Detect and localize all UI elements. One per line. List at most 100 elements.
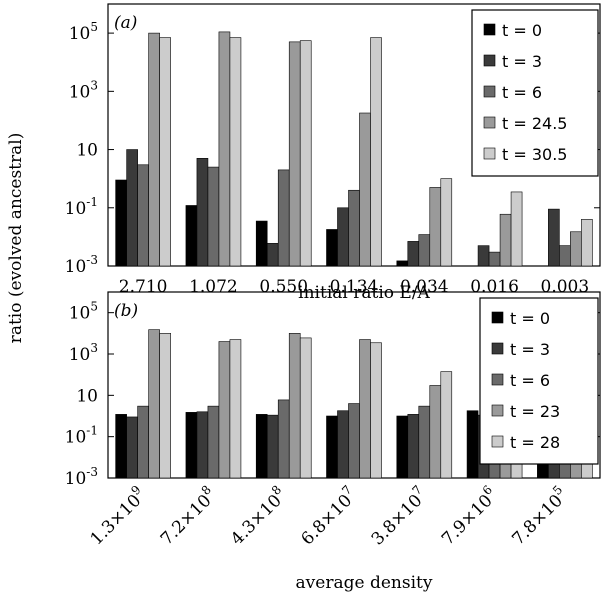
bar	[266, 414, 279, 479]
legend-entry: t = 23	[510, 402, 560, 421]
legend-entry: t = 3	[502, 52, 542, 71]
bar	[370, 37, 382, 267]
y-tick-label: 10-3	[65, 253, 98, 277]
x-axis-title: average density	[296, 573, 433, 593]
bar	[277, 399, 290, 479]
bar	[581, 219, 593, 267]
panel-label: (b)	[114, 301, 138, 321]
x-tick-label: 6.8×107	[295, 483, 362, 550]
x-tick-mantissa: 7.2×10	[157, 491, 216, 550]
y-tick-label: 10-1	[65, 195, 98, 219]
bar	[126, 149, 138, 267]
panel-label: (a)	[114, 13, 137, 33]
x-tick-mantissa: 3.8×10	[368, 491, 427, 550]
legend-swatch	[491, 435, 504, 448]
bar	[477, 245, 490, 267]
bar	[196, 158, 209, 267]
bar	[418, 234, 431, 267]
x-tick-label: 0.003	[541, 277, 590, 297]
y-tick-exponent: 5	[90, 300, 98, 314]
bar	[337, 410, 349, 479]
y-tick-exponent: -3	[86, 253, 98, 267]
bar	[326, 415, 338, 479]
y-tick-base: 10	[65, 257, 87, 277]
x-tick-mantissa: 4.3×10	[227, 491, 286, 550]
bar	[185, 412, 198, 479]
bar	[159, 37, 171, 267]
bar	[207, 405, 220, 479]
y-tick-exponent: -1	[86, 424, 98, 438]
legend: t = 0 t = 3 t = 6 t = 24.5 t = 30.5	[471, 9, 599, 177]
y-tick-exponent: -1	[86, 195, 98, 209]
x-tick-label: 2.710	[119, 277, 168, 297]
legend-entry: t = 3	[510, 340, 550, 359]
bar	[137, 405, 149, 479]
legend-swatch	[491, 404, 504, 417]
bar	[348, 189, 360, 267]
bar	[137, 164, 149, 267]
y-tick-exponent: 3	[90, 78, 98, 92]
x-tick-label: 7.2×108	[154, 483, 221, 550]
bar	[359, 339, 371, 479]
legend-entry: t = 30.5	[502, 145, 567, 164]
bar	[440, 371, 453, 479]
legend-swatch	[483, 147, 496, 160]
bar	[429, 385, 442, 479]
y-tick-label: 105	[69, 300, 98, 324]
x-tick-mantissa: 7.8×10	[508, 491, 567, 550]
bar	[407, 414, 420, 479]
y-tick-label: 10	[76, 141, 98, 161]
bar	[185, 205, 198, 267]
bar	[510, 191, 523, 267]
y-tick-label: 10-1	[65, 424, 98, 448]
legend: t = 0 t = 3 t = 6 t = 23 t = 28	[479, 297, 599, 465]
bar	[418, 405, 431, 479]
x-tick-label: 7.8×105	[506, 483, 573, 550]
y-tick-base: 10	[69, 304, 91, 324]
legend-swatch	[491, 373, 504, 386]
legend-entry: t = 6	[510, 371, 550, 390]
bar	[299, 40, 312, 267]
y-tick-base: 10	[69, 345, 91, 365]
bar	[255, 220, 268, 267]
x-tick-mantissa: 1.3×10	[87, 491, 146, 550]
bar	[429, 187, 442, 267]
legend-entry: t = 0	[502, 21, 542, 40]
bar	[337, 207, 349, 267]
bar	[115, 414, 127, 479]
x-tick-mantissa: 7.9×10	[438, 491, 497, 550]
y-tick-base: 10	[69, 24, 91, 44]
bar	[288, 41, 301, 267]
bar	[466, 410, 479, 479]
y-tick-label: 103	[69, 341, 98, 365]
y-tick-base: 10	[65, 428, 87, 448]
legend-entry: t = 0	[510, 309, 550, 328]
bar	[115, 179, 127, 267]
x-tick-label: 1.3×109	[84, 483, 151, 550]
bar	[407, 241, 420, 267]
bar	[440, 178, 453, 267]
y-tick-base: 10	[65, 469, 87, 489]
y-tick-label: 105	[69, 20, 98, 44]
legend-swatch	[491, 311, 504, 324]
x-tick-label: 0.016	[470, 277, 519, 297]
y-tick-exponent: 5	[90, 20, 98, 34]
bar	[348, 403, 360, 479]
bar	[207, 166, 220, 267]
legend-swatch	[491, 342, 504, 355]
legend-entry: t = 24.5	[502, 114, 567, 133]
x-tick-mantissa: 6.8×10	[297, 491, 356, 550]
bar	[326, 229, 338, 267]
y-tick-label: 103	[69, 78, 98, 102]
legend-swatch	[483, 54, 496, 67]
y-tick-exponent: -3	[86, 465, 98, 479]
y-tick-base: 10	[65, 199, 87, 219]
bar	[288, 333, 301, 479]
legend-entry: t = 28	[510, 433, 560, 452]
bar	[159, 333, 171, 479]
bar	[266, 243, 279, 267]
bar	[548, 208, 560, 267]
bar	[229, 339, 242, 479]
